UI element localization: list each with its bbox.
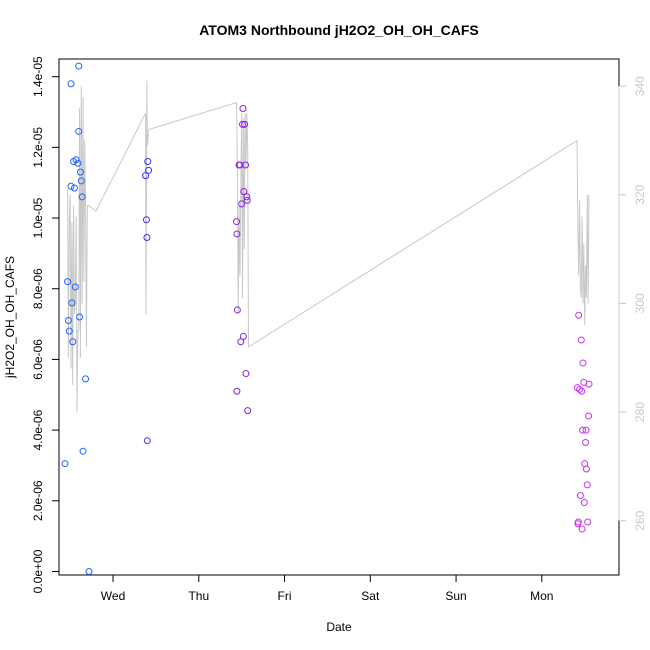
data-point <box>68 299 76 307</box>
x-tick-label: Mon <box>530 589 553 603</box>
data-point <box>82 375 90 383</box>
y-tick-label: 8.0e-06 <box>31 268 45 309</box>
data-point <box>576 491 584 499</box>
data-point <box>64 278 72 286</box>
data-point <box>61 460 69 468</box>
y-tick-label: 4.0e-06 <box>31 409 45 450</box>
data-point <box>239 332 247 340</box>
data-point <box>582 465 590 473</box>
data-point <box>239 104 247 112</box>
data-point <box>582 438 590 446</box>
data-point <box>79 447 87 455</box>
data-point <box>233 306 241 314</box>
data-point <box>76 168 84 176</box>
data-point <box>233 230 241 238</box>
data-point <box>75 127 83 135</box>
data-point <box>142 216 150 224</box>
data-point <box>233 218 241 226</box>
data-point <box>584 518 592 526</box>
y-tick-label: 1.2e-05 <box>31 127 45 168</box>
data-point <box>242 370 250 378</box>
data-point <box>78 193 86 201</box>
data-point <box>239 120 247 128</box>
data-point <box>242 161 250 169</box>
data-point <box>142 172 150 180</box>
data-point <box>143 437 151 445</box>
right-axis: 260 280 300 320 340 <box>618 76 647 531</box>
x-tick-label: Sat <box>361 589 380 603</box>
y-tick-label: 6.0e-06 <box>31 339 45 380</box>
y2-tick-label: 340 <box>633 76 647 96</box>
data-point <box>578 387 586 395</box>
data-point <box>243 196 251 204</box>
data-point <box>71 283 79 291</box>
data-point <box>583 481 591 489</box>
data-point <box>579 359 587 367</box>
data-point <box>578 525 586 533</box>
data-point <box>67 80 75 88</box>
data-point <box>576 385 584 393</box>
data-point <box>77 177 85 185</box>
y-tick-label: 1.4e-05 <box>31 56 45 97</box>
data-point <box>585 412 593 420</box>
data-point <box>577 336 585 344</box>
left-axis: 0.0e+00 2.0e-06 4.0e-06 6.0e-06 8.0e-06 1.0e-… <box>31 56 60 593</box>
data-point <box>75 62 83 70</box>
data-point <box>238 200 246 208</box>
data-point <box>85 567 93 575</box>
scatter-points <box>61 62 593 575</box>
data-point <box>144 157 152 165</box>
data-point <box>69 338 77 346</box>
x-tick-label: Sun <box>445 589 466 603</box>
data-point <box>575 311 583 319</box>
data-point <box>64 317 72 325</box>
data-point <box>143 233 151 241</box>
data-point <box>241 120 249 128</box>
bottom-axis: Wed Thu Fri Sat Sun Mon <box>101 574 553 603</box>
x-axis-label: Date <box>326 620 352 634</box>
data-point <box>580 499 588 507</box>
chart-title: ATOM3 Northbound jH2O2_OH_OH_CAFS <box>199 22 479 38</box>
data-point <box>65 327 73 335</box>
data-point <box>76 313 84 321</box>
y-tick-label: 0.0e+00 <box>31 549 45 593</box>
data-point <box>573 384 581 392</box>
y2-tick-label: 300 <box>633 293 647 313</box>
data-point <box>582 426 590 434</box>
y-tick-label: 2.0e-06 <box>31 480 45 521</box>
data-point <box>574 518 582 526</box>
data-point <box>240 188 248 196</box>
data-point <box>243 193 251 201</box>
plot-frame <box>58 58 620 576</box>
data-point <box>74 159 82 167</box>
x-tick-label: Wed <box>101 589 125 603</box>
secondary-trace <box>67 80 590 413</box>
data-point <box>145 166 153 174</box>
x-tick-label: Fri <box>278 589 292 603</box>
data-point <box>72 156 80 164</box>
x-tick-label: Thu <box>188 589 209 603</box>
data-point <box>233 387 241 395</box>
data-point <box>70 184 78 192</box>
y2-tick-label: 320 <box>633 184 647 204</box>
y-tick-label: 1.0e-05 <box>31 197 45 238</box>
y-axis-label: jH2O2_OH_OH_CAFS <box>3 256 17 379</box>
y2-tick-label: 280 <box>633 402 647 422</box>
y2-tick-label: 260 <box>633 510 647 530</box>
data-point <box>67 182 75 190</box>
data-point <box>585 380 593 388</box>
data-point <box>244 407 252 415</box>
data-point <box>579 426 587 434</box>
trace-line <box>67 80 590 413</box>
